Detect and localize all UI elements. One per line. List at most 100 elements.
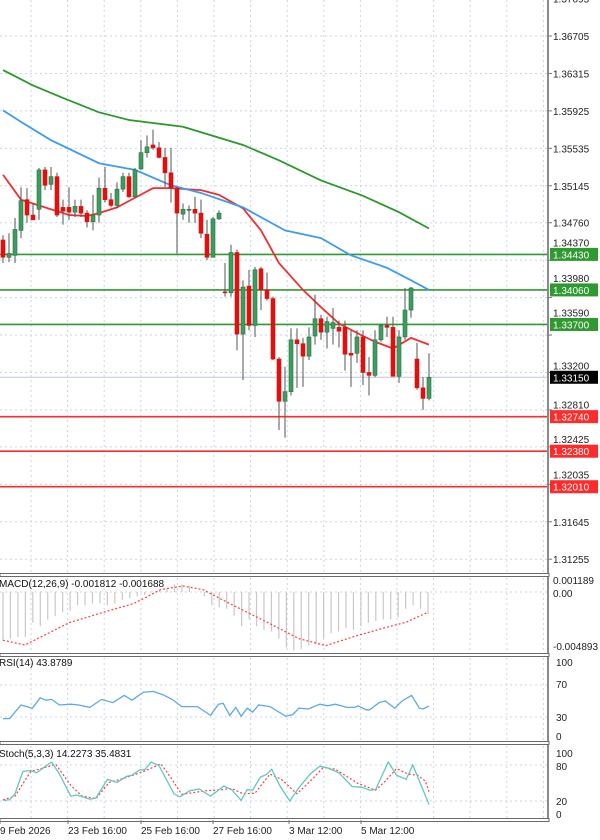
macd-axis-label: 0.00 xyxy=(553,589,573,600)
bullish-candle xyxy=(426,376,432,399)
bearish-candle xyxy=(390,327,396,377)
price-levels xyxy=(0,253,548,488)
bearish-candle xyxy=(162,157,168,174)
bearish-candle xyxy=(42,169,48,186)
rsi-axis-label: 30 xyxy=(556,713,568,724)
current-price-label-bg xyxy=(550,370,598,384)
rsi-header: RSI(14) 43.8789 xyxy=(0,658,73,669)
time-tick-label: 3 Mar 12:00 xyxy=(289,826,343,837)
bullish-candle xyxy=(96,187,102,216)
bullish-candle xyxy=(18,200,24,231)
bearish-candle xyxy=(246,285,252,326)
bullish-candle xyxy=(396,336,402,377)
bearish-candle xyxy=(366,372,372,376)
bearish-candle xyxy=(384,325,390,328)
price-tick-label: 1.36315 xyxy=(553,69,590,80)
bullish-candle xyxy=(138,152,144,170)
bullish-candle xyxy=(306,336,312,357)
rsi-line xyxy=(3,690,430,720)
time-tick-label: 23 Feb 16:00 xyxy=(68,826,127,837)
bearish-candle xyxy=(300,343,306,357)
time-tick-label: 9 Feb 2026 xyxy=(0,826,51,837)
price-tick-label: 1.35535 xyxy=(553,144,590,155)
level-label-bg xyxy=(550,247,598,261)
stoch-axis-label: 0 xyxy=(556,810,562,821)
price-tick-label: 1.31645 xyxy=(553,518,590,529)
bearish-candle xyxy=(414,358,420,389)
bullish-candle xyxy=(120,176,126,190)
level-label-bg xyxy=(550,410,598,424)
bearish-candle xyxy=(168,172,174,189)
bearish-candle xyxy=(258,268,264,291)
time-axis: 9 Feb 2026 23 Feb 16:00 25 Feb 16:00 27 Feb… xyxy=(0,820,415,837)
bullish-candle xyxy=(378,325,384,341)
macd-signal-line xyxy=(2,585,428,647)
macd-axis-label: -0.004893 xyxy=(553,642,598,653)
price-tick-label: 1.35925 xyxy=(553,107,590,118)
stoch-header: Stoch(5,3,3) 14.2273 35.4831 xyxy=(0,749,132,760)
level-label-bg xyxy=(550,317,598,331)
bearish-candle xyxy=(102,187,108,200)
bullish-candle xyxy=(402,309,408,338)
level-label: 1.33700 xyxy=(553,320,590,331)
bearish-candle xyxy=(276,358,282,402)
bearish-candle xyxy=(192,208,198,214)
bullish-candle xyxy=(354,336,360,354)
panel-separator xyxy=(0,741,550,745)
bearish-candle xyxy=(342,327,348,355)
rsi-axis-label: 70 xyxy=(556,680,568,691)
bullish-candle xyxy=(6,253,12,258)
bullish-candle xyxy=(252,269,258,326)
stoch-axis-label: 20 xyxy=(556,797,568,808)
bullish-candle xyxy=(288,339,294,392)
time-tick-label: 27 Feb 16:00 xyxy=(213,826,272,837)
bullish-candle xyxy=(48,176,54,185)
macd-header: MACD(12,26,9) -0.001812 -0.001688 xyxy=(0,579,165,590)
bearish-candle xyxy=(24,199,30,216)
bearish-candle xyxy=(234,252,240,335)
bullish-candle xyxy=(228,252,234,294)
bearish-candle xyxy=(84,212,90,223)
bearish-candle xyxy=(270,298,276,360)
bearish-candle xyxy=(294,339,300,344)
level-label: 1.32740 xyxy=(553,413,590,424)
price-tick-label: 1.33590 xyxy=(553,308,590,319)
bullish-candle xyxy=(90,214,96,223)
bearish-candle xyxy=(54,176,60,216)
stoch-signal-line xyxy=(2,763,430,801)
macd-panel xyxy=(0,584,548,651)
level-label-bg xyxy=(550,480,598,494)
bearish-candle xyxy=(108,199,114,206)
macd-axis-label: 0.001189 xyxy=(553,576,594,587)
bearish-candle xyxy=(420,387,426,399)
current-price-label: 1.33150 xyxy=(553,373,590,384)
bullish-candle xyxy=(408,287,414,311)
bearish-candle xyxy=(0,239,6,258)
bullish-candle xyxy=(240,286,246,335)
stoch-axis-label: 100 xyxy=(556,749,573,760)
bearish-candle xyxy=(222,291,228,294)
price-tick-label: 1.32810 xyxy=(553,401,590,412)
price-tick-label: 1.35145 xyxy=(553,182,590,193)
price-axis: 1.37095 1.36705 1.36315 1.35925 1.35535 1.351… xyxy=(548,0,598,821)
price-tick-label: 1.37095 xyxy=(553,0,590,6)
time-tick-label: 5 Mar 12:00 xyxy=(361,826,415,837)
bullish-candle xyxy=(72,206,78,213)
level-label: 1.32010 xyxy=(553,483,590,494)
price-tick-label: 1.32035 xyxy=(553,471,590,482)
price-tick-label: 1.36705 xyxy=(553,32,590,43)
rsi-panel xyxy=(0,684,548,720)
bullish-candle xyxy=(282,391,288,402)
grid-lines xyxy=(0,0,548,819)
bearish-candle xyxy=(174,187,180,214)
panel-separator xyxy=(0,818,550,822)
bullish-candle xyxy=(132,169,138,198)
bearish-candle xyxy=(66,207,72,213)
bearish-candle xyxy=(60,207,66,212)
bullish-candle xyxy=(216,212,222,220)
price-tick-label: 1.32425 xyxy=(553,435,590,446)
stoch-panel xyxy=(0,760,548,805)
bearish-candle xyxy=(318,318,324,333)
bullish-candle xyxy=(210,218,216,258)
